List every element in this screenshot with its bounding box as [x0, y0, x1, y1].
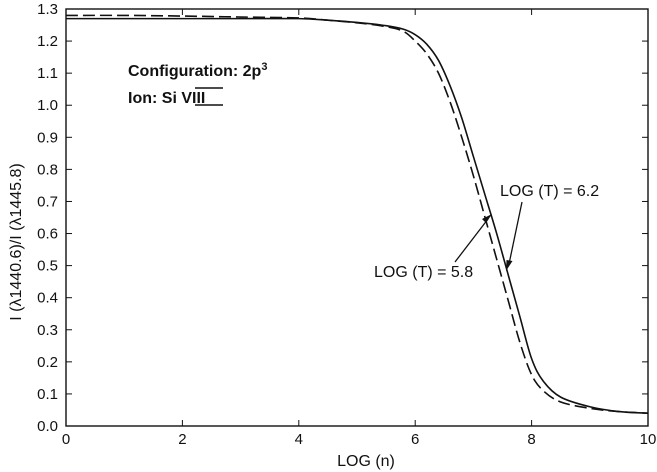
y-tick-label: 0.1	[37, 386, 58, 403]
series-label-t62: LOG (T) = 6.2	[500, 183, 599, 200]
y-tick-label: 1.2	[37, 33, 58, 50]
arrow-line-t58	[454, 218, 489, 263]
x-tick-label: 10	[640, 431, 657, 448]
y-tick-label: 0.5	[37, 258, 58, 275]
axis-tick-labels: 0 2 4 6 8 10 0.0 0.1 0.2 0.3 0.4 0.5 0.6 0.7 0.8 0.9 1.0…	[37, 1, 656, 448]
series-lines	[65, 14, 649, 414]
series-label-t58: LOG (T) = 5.8	[374, 264, 473, 281]
ion-prefix: Ion: Si	[128, 90, 181, 107]
series-line-log-t-5-8	[65, 14, 649, 414]
ion-roman-numeral: VIII	[181, 90, 205, 107]
x-axis-label: LOG (n)	[337, 453, 395, 470]
y-tick-label: 0.4	[37, 290, 58, 307]
y-tick-label: 0.9	[37, 129, 58, 146]
y-tick-label: 0.0	[37, 418, 58, 435]
configuration-annotation: Configuration: 2p3	[128, 61, 267, 80]
y-axis-label: I (λ1440.6)/I (λ1445.8)	[8, 163, 25, 320]
configuration-prefix: Configuration: 2p	[128, 63, 262, 80]
configuration-superscript: 3	[261, 61, 267, 73]
x-tick-label: 4	[295, 431, 303, 448]
arrow-line-t62	[508, 201, 523, 265]
y-tick-label: 1.0	[37, 97, 58, 114]
x-tick-label: 0	[62, 431, 70, 448]
x-tick-label: 2	[178, 431, 186, 448]
y-tick-label: 0.7	[37, 193, 58, 210]
arrowhead-t62	[506, 260, 513, 271]
arrowhead-t58	[482, 214, 492, 223]
y-tick-label: 1.1	[37, 65, 58, 82]
y-tick-label: 1.3	[37, 1, 58, 18]
plot-area-border	[65, 8, 649, 427]
ion-annotation: Ion: Si VIII	[128, 90, 205, 107]
axis-ticks	[65, 8, 649, 427]
plot-frame	[65, 8, 649, 427]
y-tick-label: 0.8	[37, 161, 58, 178]
y-tick-label: 0.3	[37, 322, 58, 339]
y-tick-label: 0.6	[37, 226, 58, 243]
x-tick-label: 6	[411, 431, 419, 448]
y-tick-label: 0.2	[37, 354, 58, 371]
x-tick-label: 8	[527, 431, 535, 448]
